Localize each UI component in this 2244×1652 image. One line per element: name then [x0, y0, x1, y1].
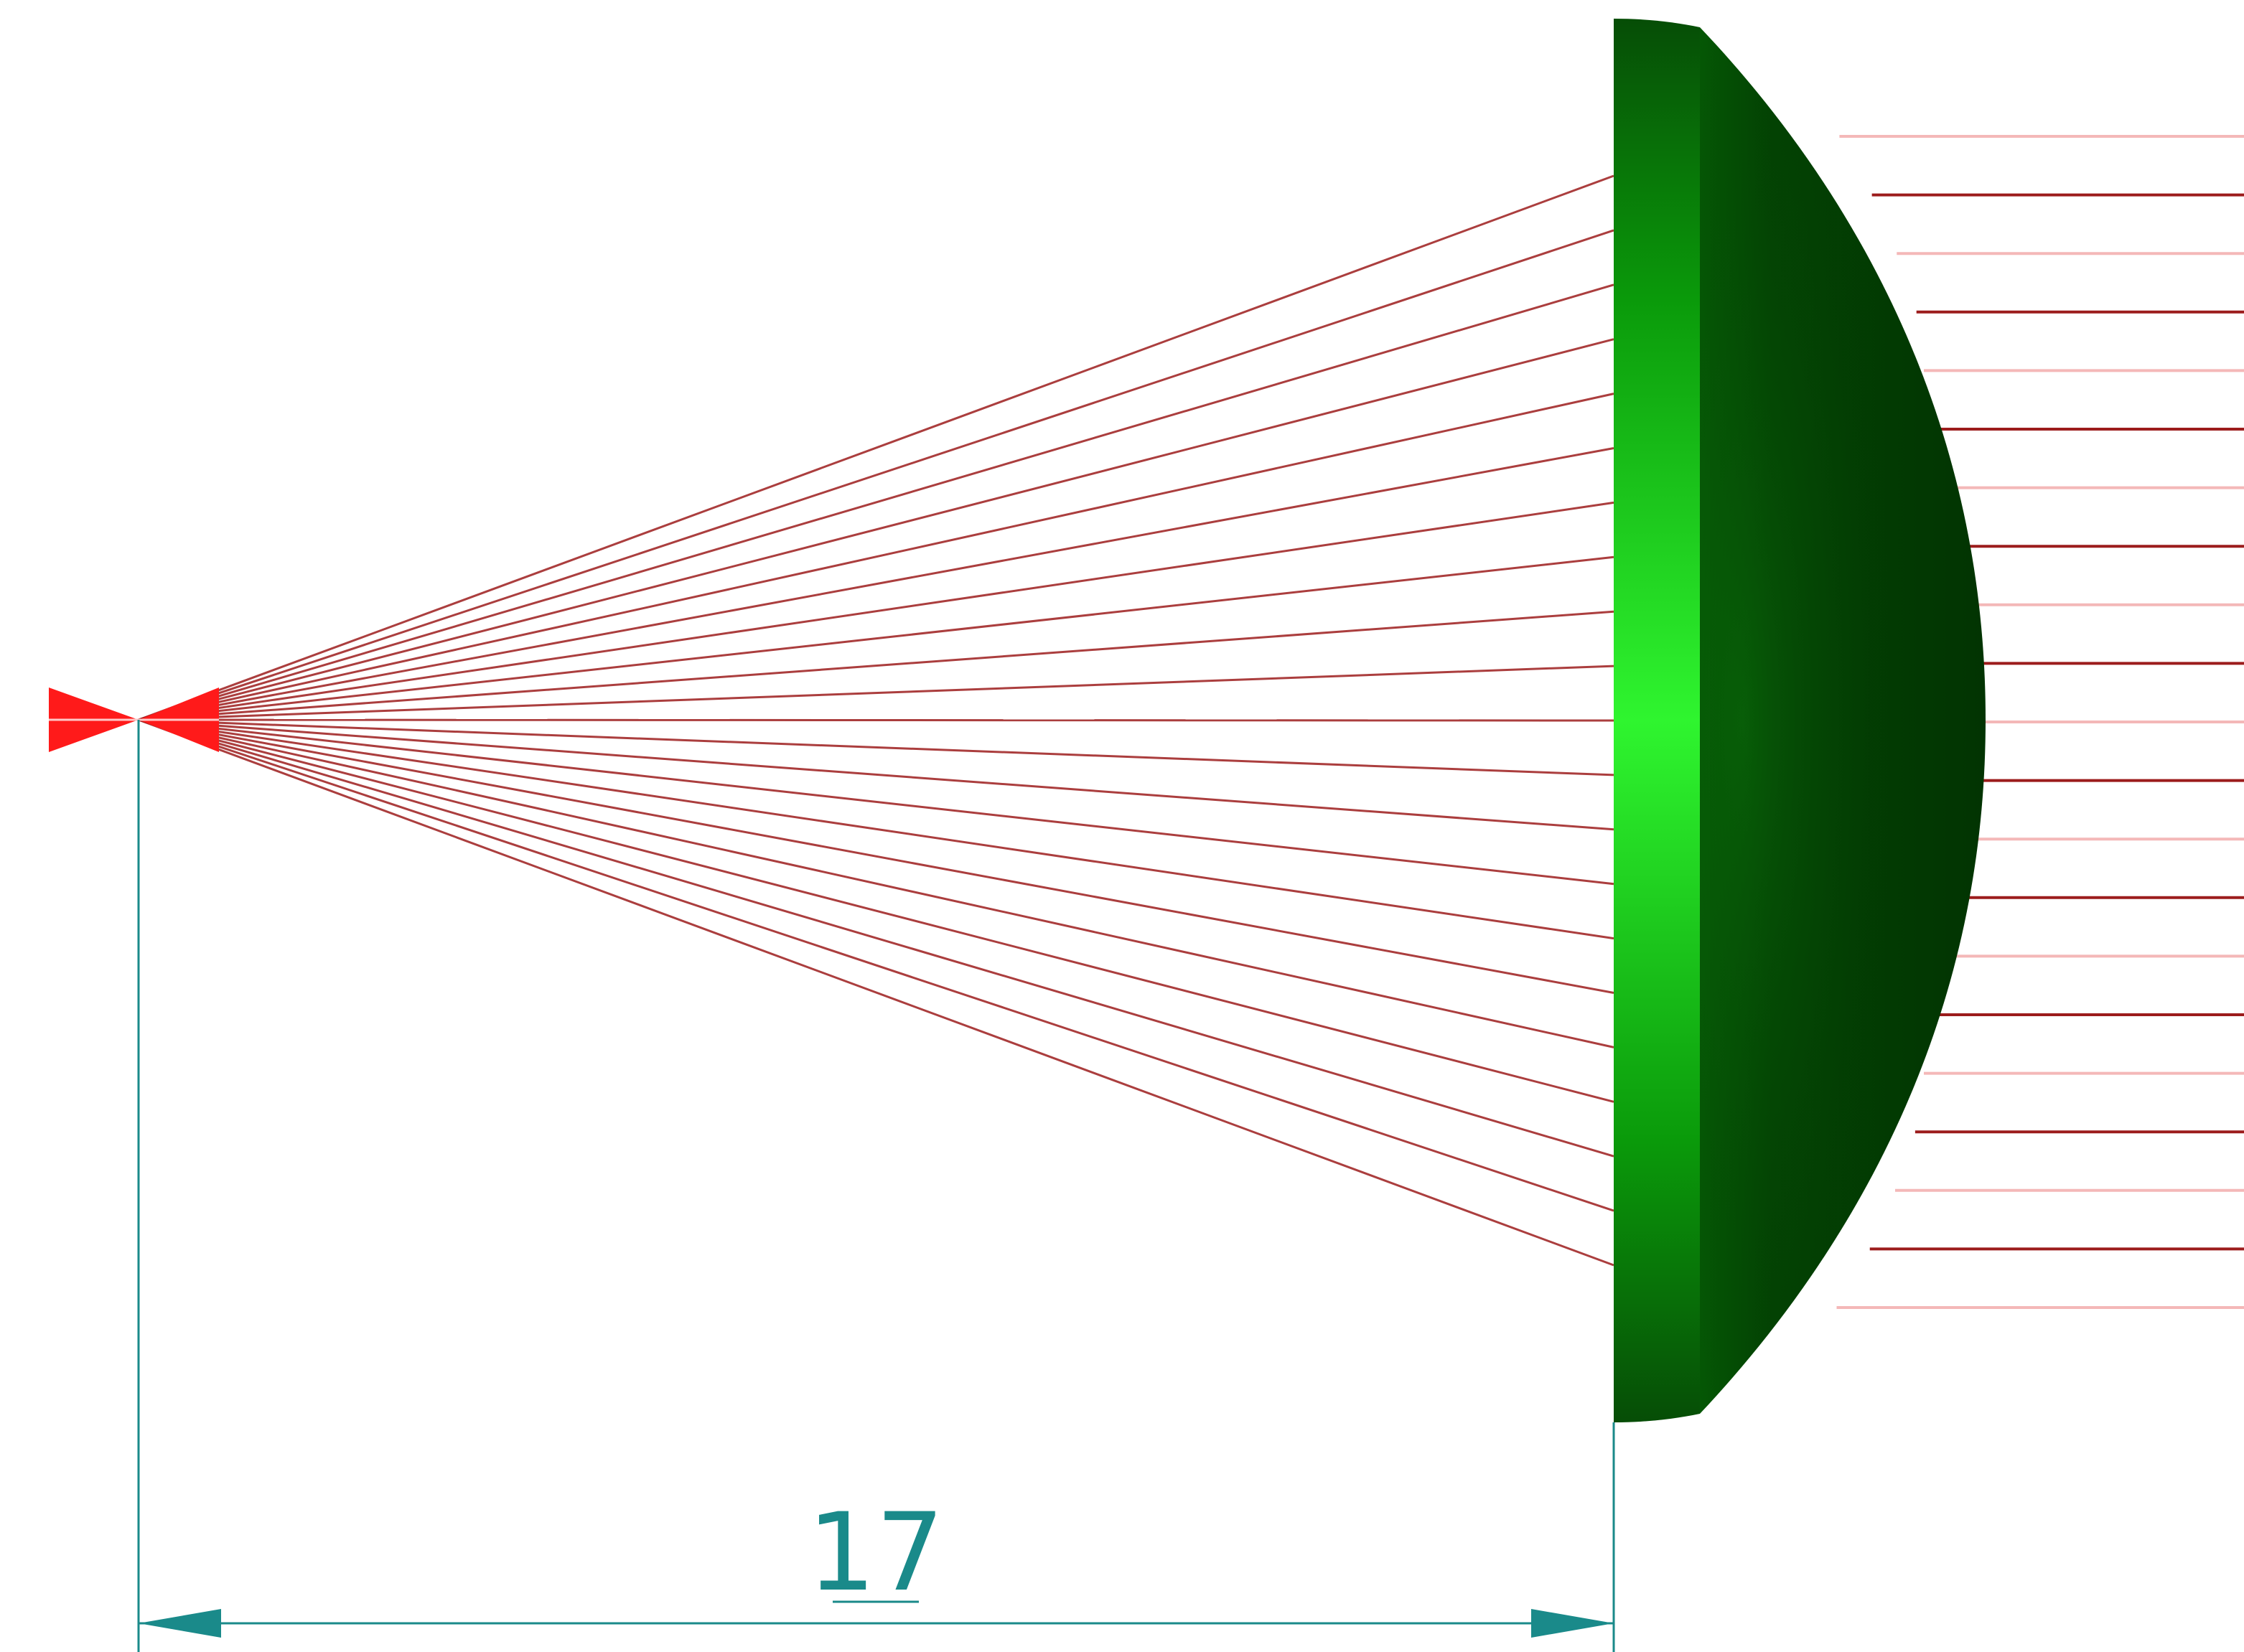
lens-curved-shading: [1700, 27, 1986, 1414]
plano-convex-lens: [1614, 19, 1986, 1422]
converging-ray: [138, 393, 1614, 721]
converging-ray: [138, 718, 1614, 1158]
converging-ray: [138, 501, 1614, 721]
converging-ray: [138, 718, 1614, 1103]
converging-rays: [138, 174, 1614, 1267]
converging-ray: [138, 718, 1614, 831]
converging-ray: [138, 665, 1614, 721]
converging-ray: [138, 447, 1614, 721]
collimated-rays: [1836, 135, 2244, 1309]
dimension-label: 17: [808, 1491, 945, 1615]
converging-ray: [138, 718, 1614, 722]
converging-ray: [138, 718, 1614, 1048]
converging-ray: [138, 718, 1614, 994]
converging-ray: [138, 174, 1614, 721]
converging-ray: [138, 718, 1614, 1267]
arrow-left: [139, 1609, 221, 1638]
converging-ray: [138, 718, 1614, 886]
converging-ray: [138, 718, 1614, 776]
converging-ray: [138, 555, 1614, 721]
converging-ray: [138, 610, 1614, 721]
converging-ray: [138, 283, 1614, 721]
arrow-right: [1531, 1609, 1614, 1638]
converging-ray: [138, 229, 1614, 721]
dimension-annotation: 17: [137, 720, 1615, 1652]
lens-flat-surface: [1614, 19, 1700, 1422]
converging-ray: [138, 338, 1614, 721]
converging-ray: [138, 718, 1614, 1212]
converging-ray: [138, 718, 1614, 940]
